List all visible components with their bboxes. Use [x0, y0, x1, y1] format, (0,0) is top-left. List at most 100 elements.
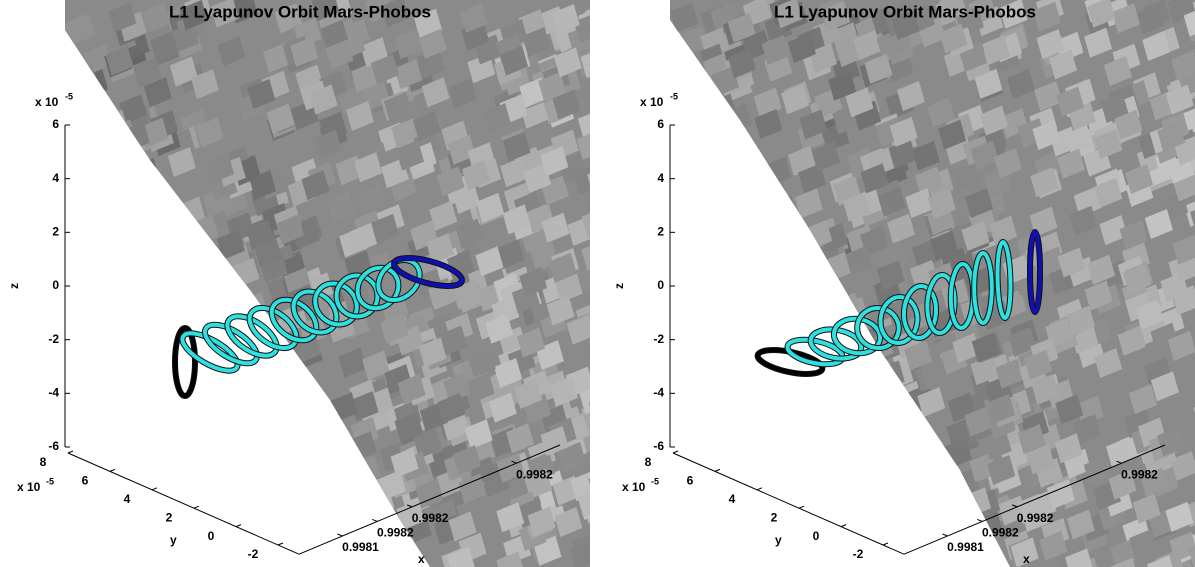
surface-facet: [145, 423, 174, 454]
surface-facet: [787, 33, 816, 64]
surface-facet: [443, 372, 472, 403]
x-tick-label: 0.9982: [982, 526, 1019, 540]
surface-facet: [496, 502, 525, 533]
surface-facet: [1069, 205, 1098, 236]
surface-facet: [146, 424, 175, 455]
surface-facet: [592, 329, 620, 359]
y-tick: [109, 468, 116, 472]
surface-facet: [452, 183, 481, 214]
surface-facet: [982, 35, 1011, 66]
surface-facet: [708, 269, 737, 300]
y-scale: x 10: [17, 480, 41, 494]
surface-facet: [1026, 444, 1055, 475]
surface-facet: [266, 103, 295, 134]
surface-facet: [1049, 49, 1078, 80]
surface-facet: [254, 238, 283, 269]
surface-facet: [394, 59, 423, 90]
surface-facet: [930, 230, 959, 261]
surface-facet: [757, 426, 786, 457]
surface-facet: [514, 378, 543, 409]
surface-facet: [313, 129, 342, 160]
surface-facet: [588, 469, 590, 500]
orbit: [1028, 230, 1042, 314]
surface-facet: [915, 166, 944, 197]
surface-facet: [974, 68, 1003, 99]
surface-facet: [524, 468, 553, 499]
surface-facet: [553, 47, 582, 78]
surface-facet: [790, 272, 819, 303]
surface-facet: [494, 358, 523, 389]
surface-facet: [1147, 555, 1176, 567]
surface-facet: [336, 552, 365, 567]
surface-facet: [891, 9, 920, 40]
surface-facet: [719, 259, 748, 290]
surface-facet: [781, 84, 810, 115]
surface-facet: [864, 53, 893, 84]
surface-facet: [362, 350, 391, 381]
surface-facet: [681, 137, 710, 168]
y-tick-label: 2: [771, 510, 778, 524]
surface-facet: [750, 217, 779, 248]
surface-facet: [881, 499, 910, 530]
surface-facet: [1119, 220, 1148, 251]
surface-facet: [330, 457, 359, 488]
surface-facet: [762, 193, 791, 224]
surface-facet: [216, 229, 245, 260]
surface-facet: [354, 152, 383, 183]
surface-facet: [979, 105, 1008, 136]
z-scale-exponent: -5: [670, 91, 678, 101]
surface-facet: [71, 508, 100, 539]
chart-title: L1 Lyapunov Orbit Mars-Phobos: [774, 2, 1036, 21]
surface-facet: [931, 512, 960, 543]
z-tick-label: -6: [653, 439, 664, 453]
surface-facet: [299, 485, 328, 516]
surface-facet: [993, 148, 1022, 179]
surface-facet: [1057, 247, 1086, 278]
surface-facet: [686, 501, 715, 532]
surface-facet: [691, 483, 720, 514]
surface-facet: [1072, 414, 1101, 445]
surface-facet: [952, 333, 981, 364]
surface-facet: [732, 175, 761, 206]
surface-facet: [119, 455, 148, 486]
surface-facet: [673, 423, 702, 454]
surface-facet: [195, 117, 224, 148]
surface-facet: [920, 358, 949, 389]
surface-facet: [801, 469, 830, 500]
surface-facet: [799, 109, 828, 140]
surface-facet: [288, 373, 317, 404]
surface-facet: [371, 213, 400, 244]
surface-facet: [1094, 129, 1123, 160]
surface-facet: [764, 546, 793, 567]
surface-facet: [710, 270, 739, 301]
surface-facet: [677, 390, 706, 421]
surface-facet: [689, 341, 718, 372]
surface-facet: [763, 551, 792, 567]
surface-facet: [566, 314, 590, 345]
surface-facet: [774, 480, 803, 511]
y-scale-exponent: -5: [651, 476, 659, 486]
surface-facet: [727, 271, 756, 302]
surface-facet: [1034, 81, 1063, 112]
surface-facet: [589, 106, 590, 137]
x-label: x: [418, 552, 425, 566]
surface-facet: [927, 188, 956, 219]
surface-facet: [872, 385, 901, 416]
surface-facet: [807, 406, 836, 437]
surface-facet: [91, 146, 120, 177]
surface-facet: [710, 313, 739, 344]
y-tick-label: 4: [729, 492, 736, 506]
surface-facet: [896, 81, 925, 112]
surface-facet: [716, 553, 745, 567]
orbit: [247, 305, 299, 351]
surface-facet: [74, 123, 103, 154]
surface-facet: [290, 36, 319, 67]
surface-facet: [858, 480, 887, 511]
surface-facet: [692, 189, 721, 220]
surface-facet: [78, 228, 107, 259]
surface-facet: [80, 220, 109, 251]
surface-facet: [715, 262, 744, 293]
surface-facet: [169, 56, 198, 87]
surface-facet: [696, 257, 725, 288]
y-tick: [756, 487, 763, 491]
